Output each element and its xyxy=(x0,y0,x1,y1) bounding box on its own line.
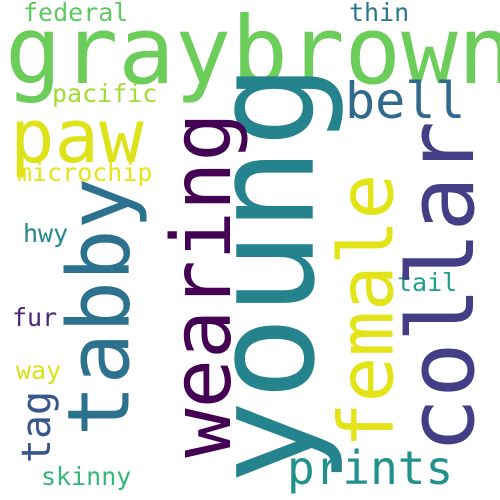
word-skinny: skinny xyxy=(41,462,132,491)
word-pacific: pacific xyxy=(52,79,158,108)
word-thin: thin xyxy=(349,0,410,27)
word-prints: prints xyxy=(287,441,454,495)
word-wearing: wearing xyxy=(154,112,250,458)
word-way: way xyxy=(16,356,62,385)
word-paw: paw xyxy=(10,94,144,180)
word-graybrown: graybrown xyxy=(5,0,500,106)
word-tag: tag xyxy=(14,390,61,464)
word-bell: bell xyxy=(345,72,466,130)
word-microchip: microchip xyxy=(17,158,153,187)
word-federal: federal xyxy=(23,0,129,27)
word-hwy: hwy xyxy=(23,219,69,248)
word-tabby: tabby xyxy=(48,177,149,437)
word-fur: fur xyxy=(12,303,58,332)
word-female: female xyxy=(320,173,410,449)
word-tail: tail xyxy=(397,268,458,297)
